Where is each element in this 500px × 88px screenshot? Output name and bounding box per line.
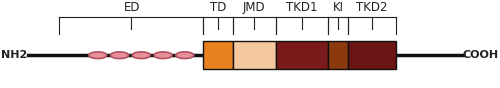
Bar <box>328 41 348 69</box>
Text: TD: TD <box>210 1 226 14</box>
Text: TKD1: TKD1 <box>286 1 318 14</box>
Ellipse shape <box>110 52 128 59</box>
Text: NH2: NH2 <box>2 50 28 60</box>
Bar <box>348 41 396 69</box>
Text: TKD2: TKD2 <box>356 1 388 14</box>
Text: KI: KI <box>332 1 344 14</box>
Ellipse shape <box>154 52 172 59</box>
Ellipse shape <box>88 52 107 59</box>
Bar <box>233 41 276 69</box>
Bar <box>204 41 233 69</box>
Text: ED: ED <box>124 1 140 14</box>
Bar <box>276 41 328 69</box>
Text: COOH: COOH <box>462 50 498 60</box>
Text: JMD: JMD <box>243 1 266 14</box>
Ellipse shape <box>132 52 150 59</box>
Ellipse shape <box>176 52 194 59</box>
